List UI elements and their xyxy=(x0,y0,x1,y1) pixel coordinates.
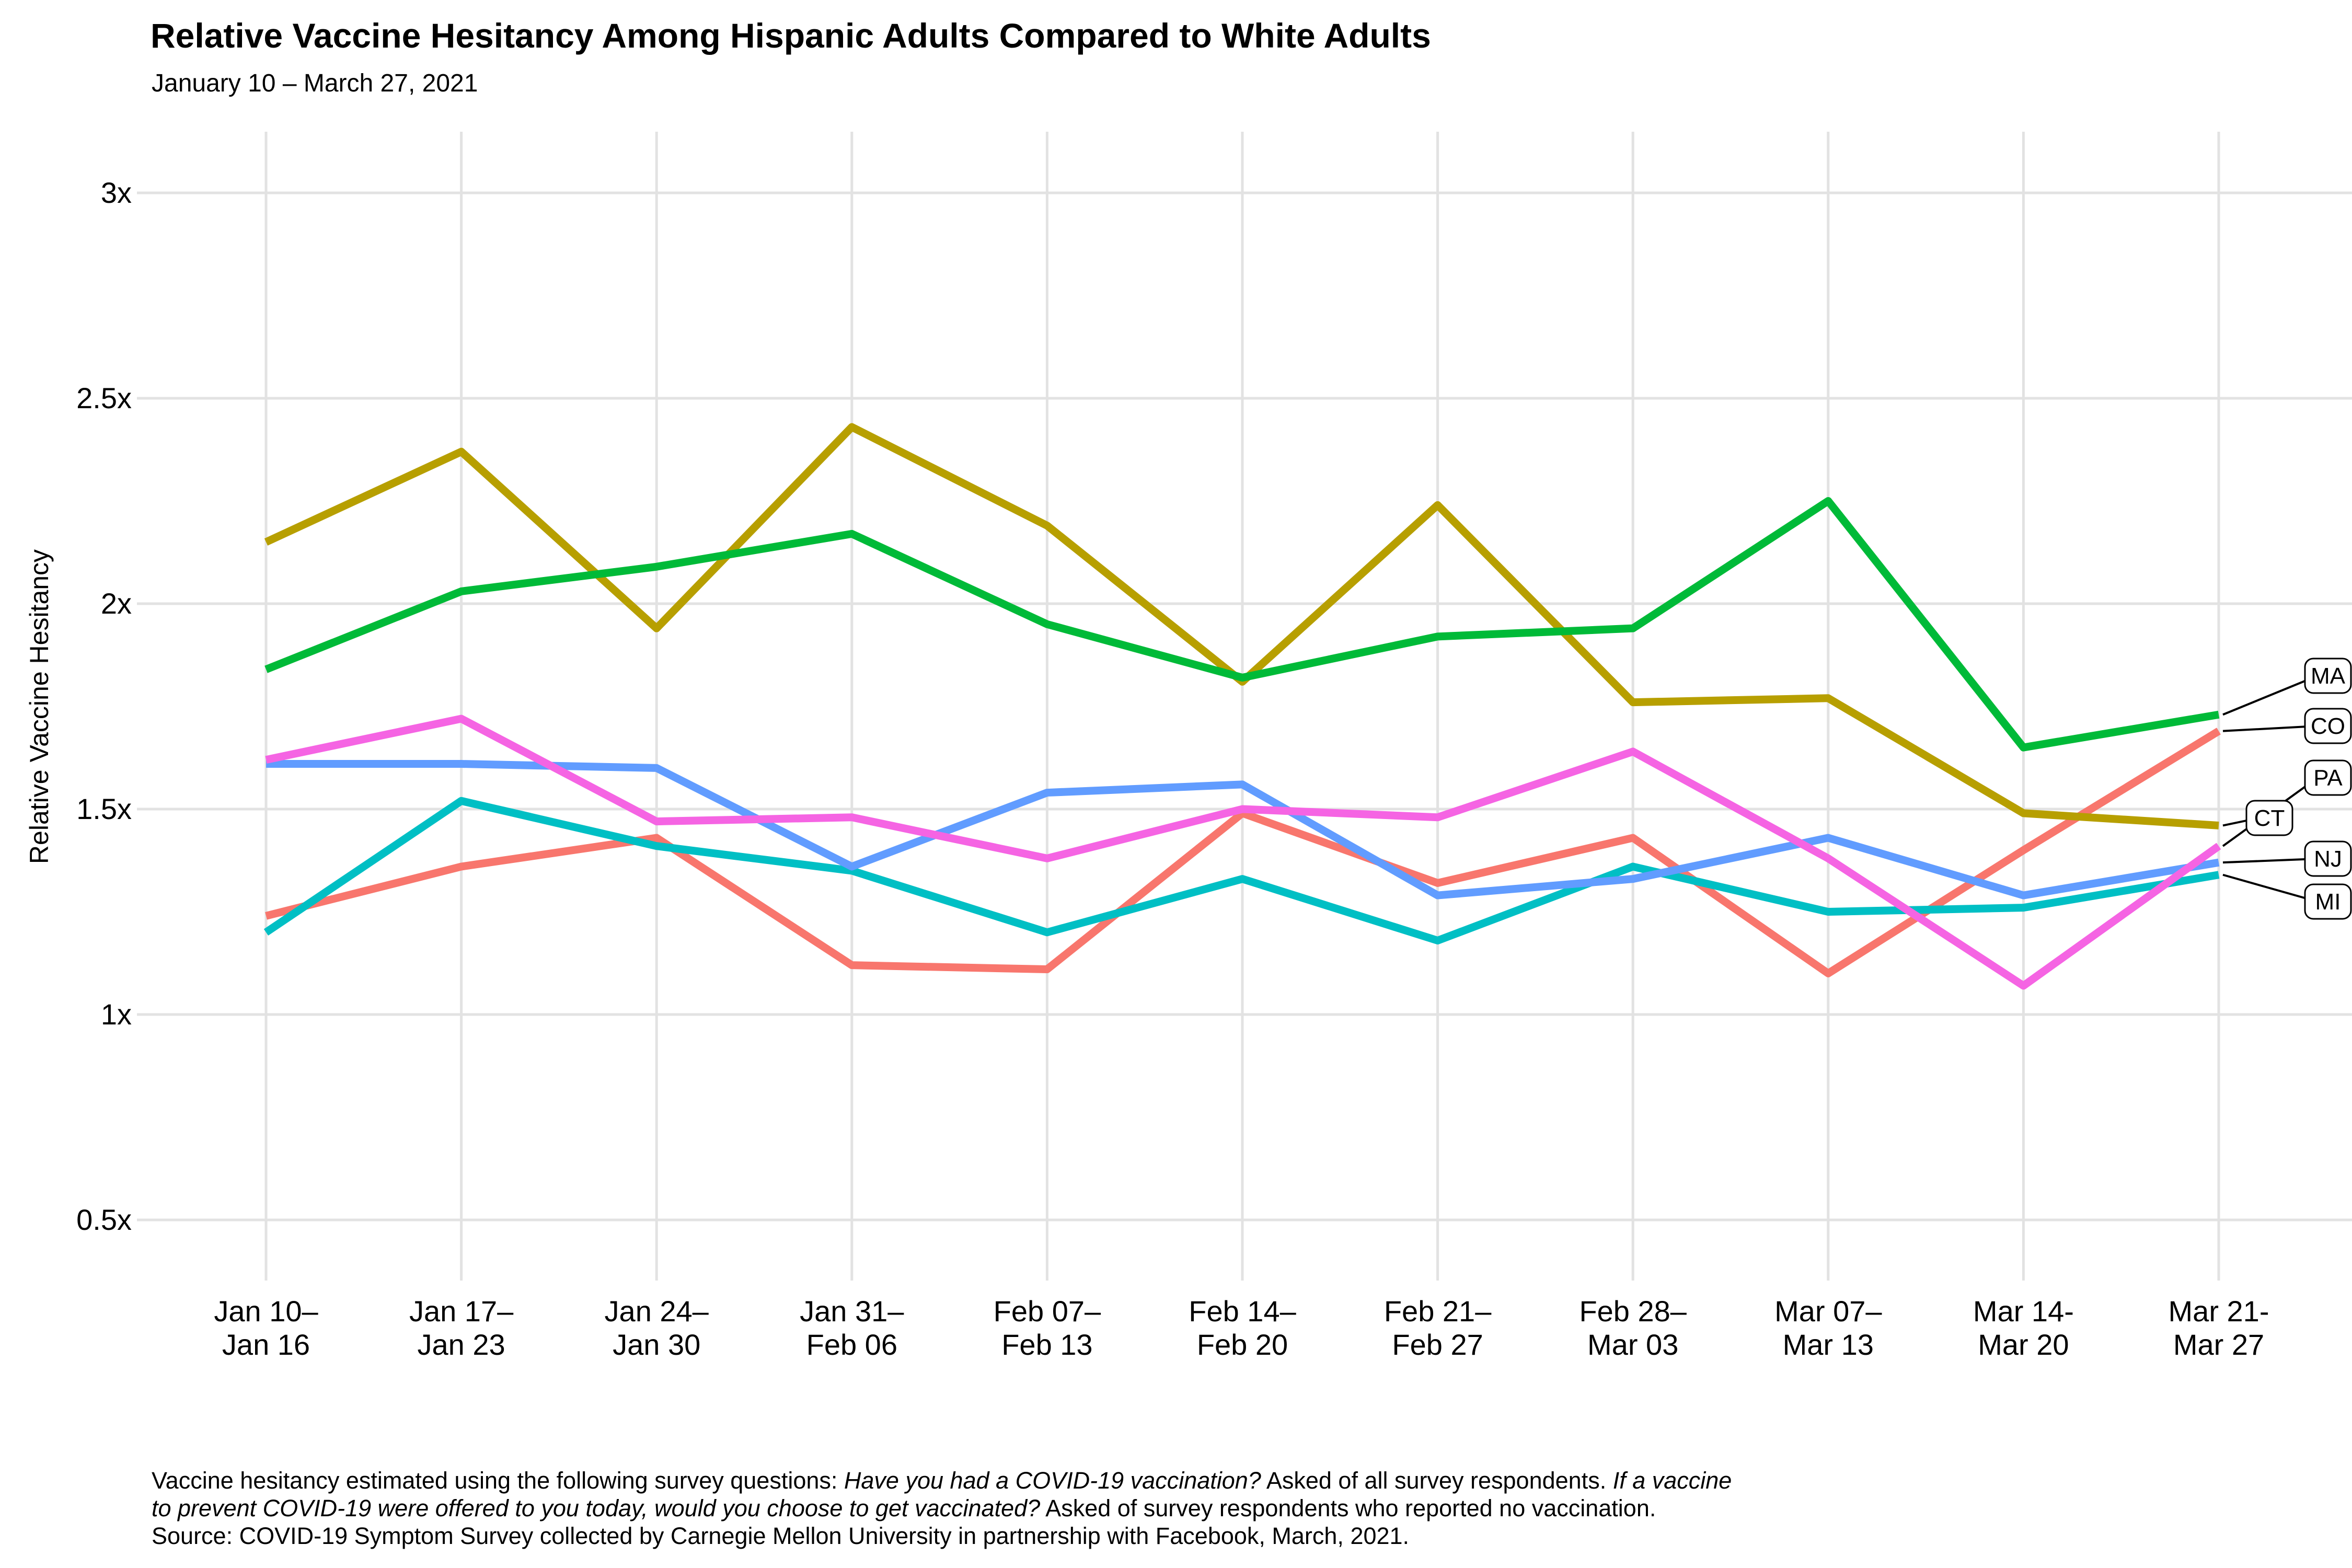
series-line-CT xyxy=(264,423,2219,829)
y-tick-label: 2x xyxy=(101,587,132,620)
x-tick-label-line2: Mar 03 xyxy=(1587,1328,1678,1361)
x-tick-label-line2: Jan 23 xyxy=(418,1328,505,1361)
x-tick-label-line1: Feb 21– xyxy=(1384,1295,1492,1328)
x-tick-label-line1: Jan 10– xyxy=(214,1295,318,1328)
footnote-italic-segment: to prevent COVID-19 were offered to you … xyxy=(152,1495,1041,1521)
y-tick-label: 3x xyxy=(101,176,132,209)
series-label-box-MA xyxy=(2304,658,2352,694)
footnote-segment: Vaccine hesitancy estimated using the fo… xyxy=(152,1467,844,1494)
series-label-box-CO xyxy=(2304,708,2352,744)
series-label-CO: CO xyxy=(2304,708,2352,744)
x-axis-tick-labels: Jan 10–Jan 16 Jan 17–Jan 23 Jan 24–Jan 30 J… xyxy=(214,1295,2269,1361)
series-label-text-MA: MA xyxy=(2311,663,2346,689)
label-leader-lines xyxy=(2222,675,2319,903)
x-tick-label-line2: Jan 16 xyxy=(222,1328,310,1361)
page-subtitle: January 10 – March 27, 2021 xyxy=(152,70,478,97)
x-tick-label-line2: Feb 13 xyxy=(1001,1328,1092,1361)
footnote-segment: Asked of survey respondents who reported… xyxy=(1040,1495,1656,1521)
gridlines xyxy=(137,132,2352,1281)
x-tick-label-line2: Feb 20 xyxy=(1197,1328,1288,1361)
series-label-text-NJ: NJ xyxy=(2314,846,2342,872)
x-tick-label-line2: Feb 27 xyxy=(1392,1328,1483,1361)
series-line-MI xyxy=(263,797,2220,945)
y-axis-tick-labels: 3x 2.5x 2x 1.5x 1x 0.5x xyxy=(76,176,132,1236)
series-label-CT: CT xyxy=(2245,800,2293,836)
series-label-text-MI: MI xyxy=(2315,889,2341,915)
series-label-NJ: NJ xyxy=(2304,840,2352,877)
x-tick-label-line1: Jan 24– xyxy=(605,1295,709,1328)
page-title: Relative Vaccine Hesitancy Among Hispani… xyxy=(151,16,1431,55)
y-tick-label: 1x xyxy=(101,998,132,1031)
x-tick-label-line1: Mar 14- xyxy=(1973,1295,2074,1328)
footnote-line-1: Vaccine hesitancy estimated using the fo… xyxy=(152,1467,1732,1494)
series-label-box-CT xyxy=(2245,800,2293,836)
x-tick-label-line2: Mar 13 xyxy=(1783,1328,1874,1361)
series-label-MA: MA xyxy=(2304,658,2352,694)
leader-line-NJ xyxy=(2222,858,2318,864)
y-tick-label: 2.5x xyxy=(76,382,132,414)
x-tick-label-line2: Mar 27 xyxy=(2173,1328,2264,1361)
series-line-PA xyxy=(265,714,2221,990)
x-tick-label-line1: Feb 14– xyxy=(1189,1295,1296,1328)
x-tick-label-line1: Jan 17– xyxy=(409,1295,514,1328)
x-tick-label-line1: Feb 28– xyxy=(1579,1295,1687,1328)
series-label-text-CT: CT xyxy=(2254,805,2285,831)
series-line-NJ xyxy=(266,760,2220,900)
x-tick-label-line1: Jan 31– xyxy=(800,1295,904,1328)
series-label-MI: MI xyxy=(2304,883,2352,920)
footnote-segment: Asked of all survey respondents. xyxy=(1261,1467,1613,1494)
series-label-box-NJ xyxy=(2304,840,2352,877)
y-tick-label: 0.5x xyxy=(76,1203,132,1236)
x-tick-label-line2: Mar 20 xyxy=(1978,1328,2069,1361)
leader-line-MI xyxy=(2222,873,2318,903)
leader-line-CO xyxy=(2222,725,2318,732)
series-label-PA: PA xyxy=(2304,759,2352,796)
y-tick-label: 1.5x xyxy=(76,792,132,825)
footnote-italic-segment: If a vaccine xyxy=(1612,1467,1732,1494)
footnote-italic-segment: Have you had a COVID-19 vaccination? xyxy=(844,1467,1261,1494)
leader-line-MA xyxy=(2222,675,2318,716)
series-label-text-PA: PA xyxy=(2313,765,2343,791)
series-line-MA xyxy=(264,497,2220,752)
series-label-text-CO: CO xyxy=(2311,713,2345,739)
series-label-box-PA xyxy=(2304,759,2352,796)
series-line-CO xyxy=(265,728,2221,977)
series-label-box-MI xyxy=(2304,883,2352,920)
footnote-line-2: to prevent COVID-19 were offered to you … xyxy=(152,1494,1732,1522)
footnote-line-3: Source: COVID-19 Symptom Survey collecte… xyxy=(152,1522,1732,1550)
x-tick-label-line2: Feb 06 xyxy=(806,1328,897,1361)
footnote: Vaccine hesitancy estimated using the fo… xyxy=(152,1467,1732,1550)
x-tick-label-line1: Feb 07– xyxy=(994,1295,1101,1328)
y-axis-title: Relative Vaccine Hesitancy xyxy=(25,549,54,864)
x-tick-label-line2: Jan 30 xyxy=(613,1328,700,1361)
x-tick-label-line1: Mar 07– xyxy=(1774,1295,1882,1328)
x-tick-label-line1: Mar 21- xyxy=(2169,1295,2269,1328)
footnote-segment: Source: COVID-19 Symptom Survey collecte… xyxy=(152,1523,1410,1549)
